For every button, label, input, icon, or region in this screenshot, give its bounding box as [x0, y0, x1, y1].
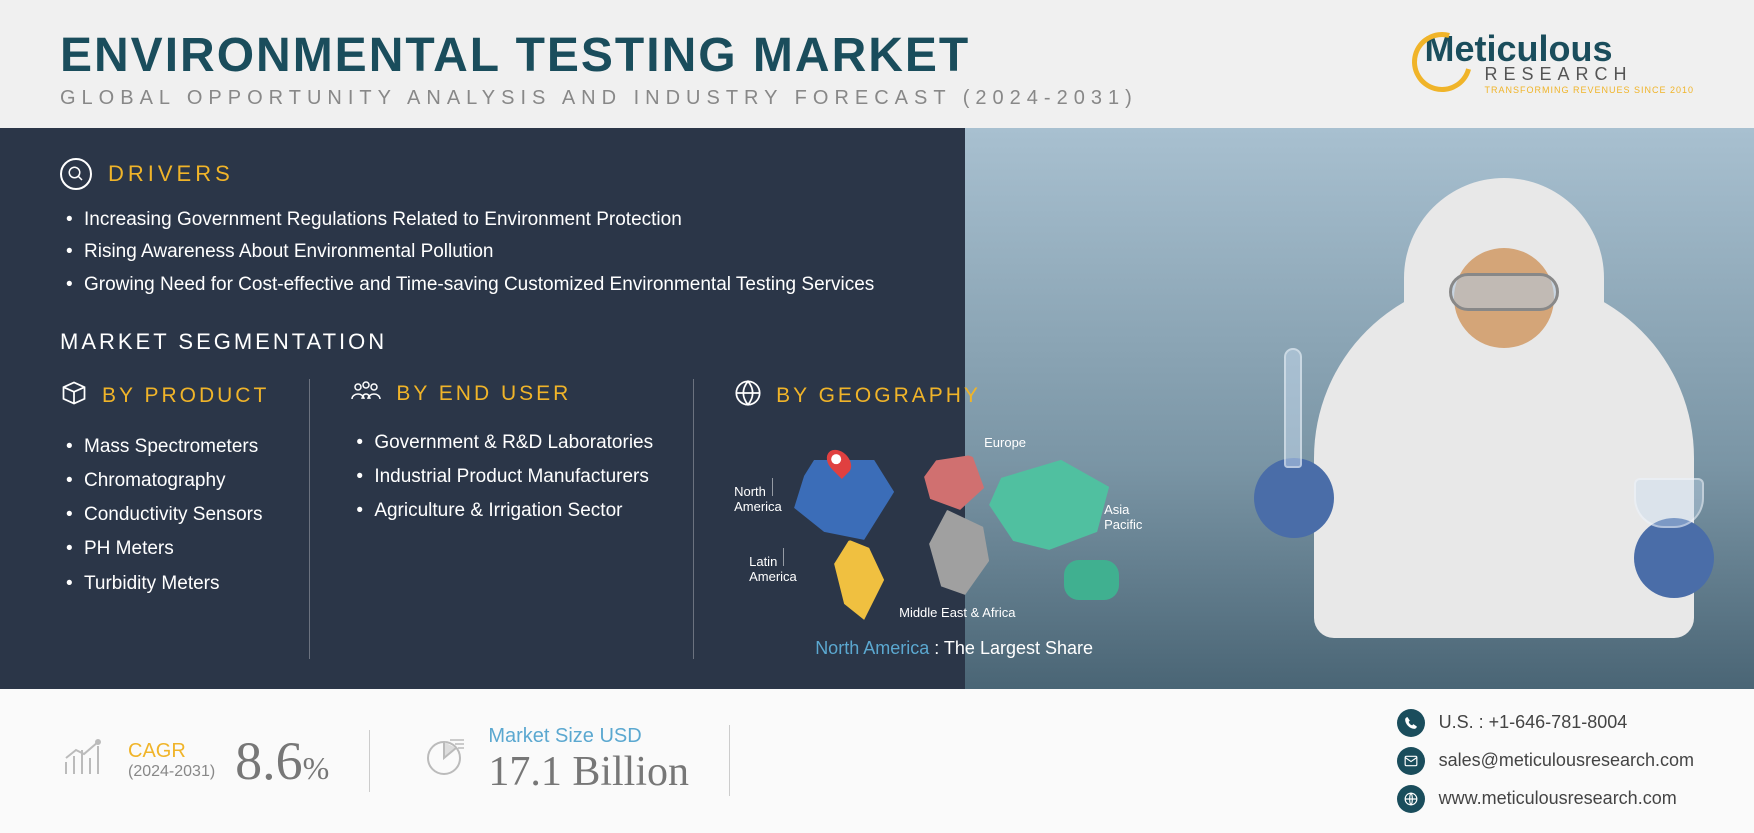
cagr-value: 8.6% [235, 730, 329, 792]
map-label-eu: Europe [984, 435, 1026, 450]
logo-name: Meticulous [1424, 28, 1612, 70]
web-icon [1397, 785, 1425, 813]
cagr-block: CAGR (2024-2031) 8.6% [60, 730, 370, 792]
cagr-label: CAGR [128, 740, 215, 763]
region-europe [924, 455, 984, 510]
segment-product: BY PRODUCT Mass Spectrometers Chromatogr… [60, 379, 310, 659]
drivers-header: DRIVERS [60, 158, 1694, 190]
end-user-title: BY END USER [396, 382, 571, 406]
box-icon [60, 379, 88, 414]
map-label-na: NorthAmerica [734, 478, 782, 514]
contact-phone: U.S. : +1-646-781-8004 [1397, 709, 1694, 737]
segment-geography: BY GEOGRAPHY NorthAmerica Europe LatinAm… [734, 379, 1174, 659]
users-icon [350, 379, 382, 410]
market-size-value: 17.1 Billion [488, 748, 689, 796]
product-item: Chromatography [60, 464, 269, 498]
market-size-block: Market Size USD 17.1 Billion [420, 725, 730, 796]
map-label-me: Middle East & Africa [899, 605, 1015, 620]
contact-block: U.S. : +1-646-781-8004 sales@meticulousr… [1397, 709, 1694, 813]
region-australia [1064, 560, 1119, 600]
segmentation-title: MARKET SEGMENTATION [60, 329, 1694, 355]
page-subtitle: GLOBAL OPPORTUNITY ANALYSIS AND INDUSTRY… [60, 87, 1138, 110]
map-label-sa: LatinAmerica [749, 548, 797, 584]
globe-icon [734, 379, 762, 414]
page-title: ENVIRONMENTAL TESTING MARKET [60, 28, 1138, 83]
market-size-label: Market Size USD [488, 725, 689, 748]
drivers-title: DRIVERS [108, 161, 234, 187]
driver-item: Growing Need for Cost-effective and Time… [60, 269, 1694, 301]
contact-email: sales@meticulousresearch.com [1397, 747, 1694, 775]
highlight-text: : The Largest Share [934, 638, 1093, 658]
analytics-icon [60, 158, 92, 190]
product-title: BY PRODUCT [102, 384, 269, 408]
chart-growth-icon [60, 732, 108, 790]
highlight-region: North America [815, 638, 929, 658]
pie-chart-icon [420, 732, 468, 790]
driver-item: Rising Awareness About Environmental Pol… [60, 236, 1694, 268]
phone-icon [1397, 709, 1425, 737]
contact-web: www.meticulousresearch.com [1397, 785, 1694, 813]
product-item: Mass Spectrometers [60, 430, 269, 464]
logo-tagline: TRANSFORMING REVENUES SINCE 2010 [1484, 85, 1694, 95]
map-label-ap: AsiaPacific [1104, 502, 1142, 532]
world-map: NorthAmerica Europe LatinAmerica AsiaPac… [734, 430, 1154, 630]
region-mea [929, 510, 989, 595]
driver-item: Increasing Government Regulations Relate… [60, 204, 1694, 236]
end-user-item: Industrial Product Manufacturers [350, 460, 653, 494]
footer: CAGR (2024-2031) 8.6% Market Size USD 17… [0, 689, 1754, 833]
header: ENVIRONMENTAL TESTING MARKET GLOBAL OPPO… [0, 0, 1754, 128]
geography-title: BY GEOGRAPHY [776, 384, 981, 408]
product-item: PH Meters [60, 532, 269, 566]
email-icon [1397, 747, 1425, 775]
main-panel: DRIVERS Increasing Government Regulation… [0, 128, 1754, 689]
region-latin-america [834, 540, 884, 620]
region-asia-pacific [989, 460, 1109, 550]
end-user-item: Government & R&D Laboratories [350, 426, 653, 460]
cagr-period: (2024-2031) [128, 763, 215, 781]
drivers-list: Increasing Government Regulations Relate… [60, 204, 1694, 301]
product-item: Conductivity Sensors [60, 498, 269, 532]
product-item: Turbidity Meters [60, 567, 269, 601]
brand-logo: Meticulous RESEARCH TRANSFORMING REVENUE… [1424, 28, 1694, 95]
geography-highlight: North America : The Largest Share [734, 638, 1174, 659]
segment-end-user: BY END USER Government & R&D Laboratorie… [350, 379, 694, 659]
end-user-item: Agriculture & Irrigation Sector [350, 494, 653, 528]
